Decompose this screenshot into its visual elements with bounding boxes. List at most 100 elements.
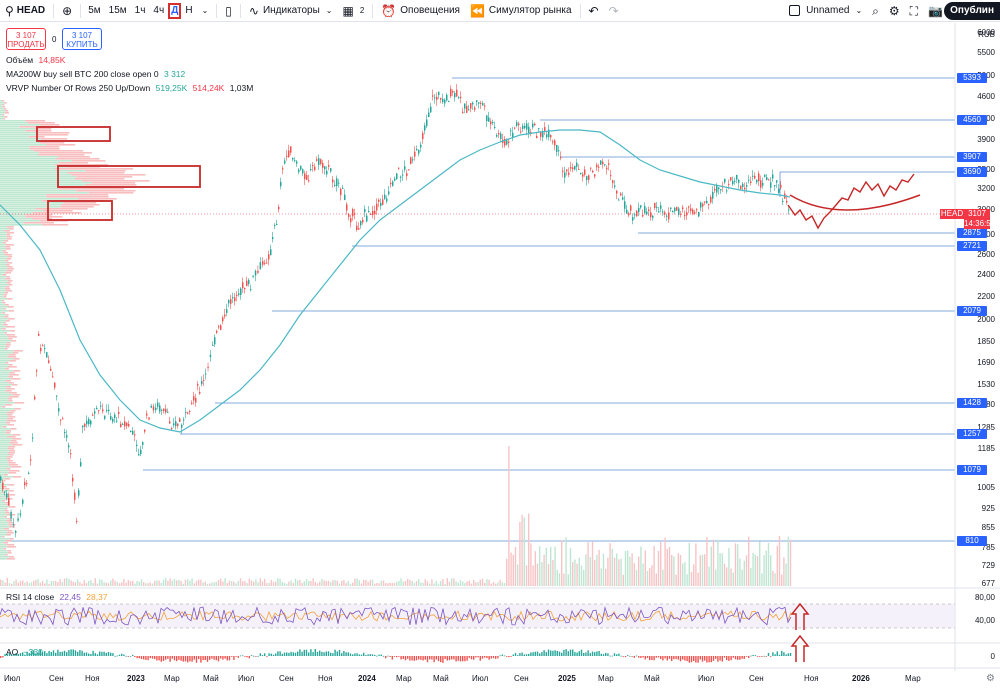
rewind-icon: ⏪ [470, 5, 485, 17]
settings-button[interactable]: ⚙ [884, 0, 905, 22]
volume-profile-down [7, 266, 12, 268]
volume-profile-down [28, 122, 55, 124]
ao-bar [400, 656, 401, 659]
alerts-label: Оповещения [400, 5, 460, 16]
candle-body [318, 158, 320, 165]
chart-canvas[interactable] [0, 23, 1000, 688]
chevron-down-icon: ⌄ [855, 7, 862, 15]
volume-profile-down [24, 222, 54, 224]
interval-4h[interactable]: 4ч [149, 0, 168, 22]
volume-bar [123, 579, 124, 586]
vrvp-legend[interactable]: VRVP Number Of Rows 250 Up/Down 519,25K … [6, 83, 253, 93]
volume-profile-down [7, 546, 16, 548]
layouts-button[interactable]: ▦ 2 [338, 0, 370, 22]
ao-bar [286, 652, 287, 656]
volume-legend[interactable]: Объём 14,85K [6, 55, 65, 65]
ao-bar [682, 656, 683, 660]
interval-dropdown[interactable]: ⌄ [197, 0, 214, 22]
volume-profile-up [0, 154, 38, 156]
alerts-button[interactable]: ⏰ Оповещения [376, 0, 465, 22]
ao-bar [398, 656, 399, 657]
volume-bar [587, 542, 588, 586]
volume-profile-down [9, 392, 17, 394]
volume-profile-down [8, 452, 15, 454]
volume-profile-down [56, 158, 100, 160]
ao-bar [70, 649, 71, 656]
compare-button[interactable]: ⊕ [57, 0, 77, 22]
interval-day[interactable]: Д [168, 3, 181, 19]
volume-profile-up [0, 102, 4, 104]
candle-body [316, 159, 318, 160]
candle-body [74, 493, 76, 500]
volume-profile-up [0, 236, 7, 238]
volume-profile-up [0, 234, 7, 236]
ao-bar [222, 656, 223, 660]
volume-bar [2, 580, 3, 586]
candle-body [322, 163, 324, 168]
volume-profile-up [0, 524, 8, 526]
volume-bar [737, 544, 738, 586]
candle-body [456, 90, 458, 97]
volume-profile-down [8, 284, 12, 286]
volume-profile-up [0, 378, 11, 380]
volume-profile-up [0, 556, 9, 558]
candle-body [165, 409, 167, 413]
volume-bar [524, 518, 525, 586]
interval-1h[interactable]: 1ч [131, 0, 150, 22]
volume-bar [295, 579, 296, 586]
ma-legend[interactable]: MA200W buy sell BTC 200 close open 0 3 3… [6, 69, 185, 79]
volume-profile-down [6, 344, 11, 346]
ao-bar [295, 653, 296, 656]
volume-profile-up [0, 410, 10, 412]
publish-button[interactable]: Опублин [944, 2, 1000, 20]
volume-profile-down [4, 102, 6, 104]
ao-bar [381, 655, 382, 656]
buy-button[interactable]: 3 107 КУПИТЬ [62, 28, 102, 50]
ao-legend[interactable]: AO −330 [6, 647, 43, 657]
volume-bar [172, 581, 173, 586]
ao-bar [488, 656, 489, 660]
fullscreen-button[interactable]: ⛶ [905, 0, 923, 22]
volume-bar [774, 573, 775, 586]
ao-bar [44, 651, 45, 656]
volume-profile-down [7, 234, 10, 236]
volume-bar [625, 551, 626, 586]
volume-bar [326, 581, 327, 586]
ao-bar [233, 656, 234, 660]
indicators-button[interactable]: ∿ Индикаторы ⌄ [244, 0, 338, 22]
volume-bar [728, 548, 729, 586]
candle-body [628, 213, 630, 215]
volume-profile-down [5, 304, 9, 306]
candle-body [181, 425, 183, 428]
time-axis-label: Май [644, 674, 660, 683]
volume-profile-down [2, 312, 5, 314]
ao-bar [686, 656, 687, 661]
volume-bar [724, 564, 725, 586]
interval-5m[interactable]: 5м [84, 0, 104, 22]
undo-button[interactable]: ↶ [584, 0, 604, 22]
sell-button[interactable]: 3 107 ПРОДАТЬ [6, 28, 46, 50]
ao-bar [95, 653, 96, 656]
interval-week[interactable]: Н [181, 0, 196, 22]
candle-body [594, 174, 596, 176]
rsi-legend[interactable]: RSI 14 close 22,45 28,37 [6, 592, 108, 602]
ao-bar [216, 656, 217, 660]
chart-type-button[interactable]: ▯ [220, 0, 237, 22]
candle-body [554, 140, 556, 145]
volume-bar [266, 583, 267, 586]
volume-bar [334, 580, 335, 586]
volume-profile-up [0, 174, 72, 176]
ao-bar [510, 656, 511, 657]
replay-button[interactable]: ⏪ Симулятор рынка [465, 0, 577, 22]
volume-profile-up [0, 320, 6, 322]
volume-profile-down [5, 278, 10, 280]
volume-bar [202, 582, 203, 586]
gear-icon[interactable]: ⚙ [986, 673, 995, 684]
ao-bar [427, 656, 428, 662]
layout-name-button[interactable]: Unnamed ⌄ [784, 0, 867, 22]
volume-profile-down [6, 422, 10, 424]
quick-search-button[interactable]: ⌕ [867, 0, 884, 22]
symbol-search[interactable]: ⚲ HEAD [0, 0, 50, 22]
interval-15m[interactable]: 15м [105, 0, 131, 22]
redo-button[interactable]: ↷ [604, 0, 624, 22]
